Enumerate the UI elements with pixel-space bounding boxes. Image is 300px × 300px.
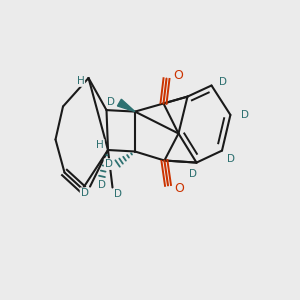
- Text: D: D: [105, 159, 112, 169]
- Polygon shape: [118, 99, 135, 112]
- Text: H: H: [76, 76, 84, 86]
- Text: D: D: [107, 97, 115, 107]
- Text: D: D: [114, 189, 122, 199]
- Text: D: D: [81, 188, 88, 198]
- Text: D: D: [220, 77, 227, 87]
- Text: H: H: [96, 140, 104, 150]
- Text: D: D: [98, 180, 106, 190]
- Text: D: D: [227, 154, 235, 164]
- Text: O: O: [173, 69, 183, 82]
- Text: D: D: [190, 169, 197, 179]
- Text: O: O: [175, 182, 184, 195]
- Text: D: D: [241, 110, 249, 121]
